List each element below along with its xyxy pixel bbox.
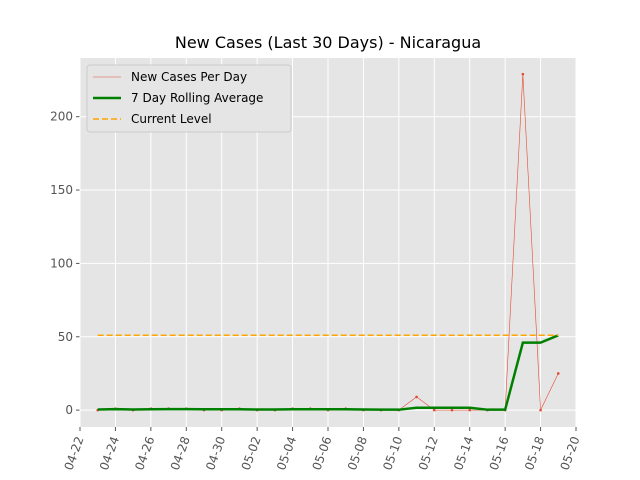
x-tick-label: 05-20 [557, 435, 582, 473]
point [415, 395, 418, 399]
x-tick-label: 04-24 [97, 435, 122, 473]
y-tick-label: 100 [50, 256, 73, 270]
point [468, 408, 472, 412]
point [556, 372, 560, 375]
legend-label: 7 Day Rolling Average [131, 91, 263, 105]
legend-box [86, 64, 292, 133]
x-tick-label: 05-04 [274, 435, 299, 473]
x-tick-label: 04-30 [203, 435, 228, 473]
x-tick-label: 05-02 [239, 435, 264, 473]
x-tick-label: 04-28 [168, 435, 193, 473]
legend-label: Current Level [131, 112, 212, 126]
x-tick-label: 04-26 [132, 435, 157, 473]
point [521, 72, 525, 76]
x-tick-label: 05-06 [309, 435, 334, 473]
chart-title: New Cases (Last 30 Days) - Nicaragua [175, 33, 481, 52]
x-tick-label: 05-18 [522, 435, 547, 473]
x-tick-label: 05-10 [380, 435, 405, 473]
y-tick-label: 0 [65, 403, 73, 417]
x-tick-label: 05-08 [345, 435, 370, 473]
x-tick-label: 04-22 [61, 435, 86, 473]
point [539, 408, 542, 412]
y-tick-label: 200 [50, 110, 73, 124]
x-tick-label: 05-14 [451, 435, 476, 473]
x-tick-label: 05-12 [416, 435, 441, 473]
y-tick-label: 50 [58, 330, 73, 344]
y-tick-label: 150 [50, 183, 73, 197]
point [450, 408, 454, 412]
series-line [97, 334, 559, 411]
point [432, 408, 436, 412]
x-tick-label: 05-16 [487, 435, 512, 473]
legend-label: New Cases Per Day [131, 70, 247, 84]
